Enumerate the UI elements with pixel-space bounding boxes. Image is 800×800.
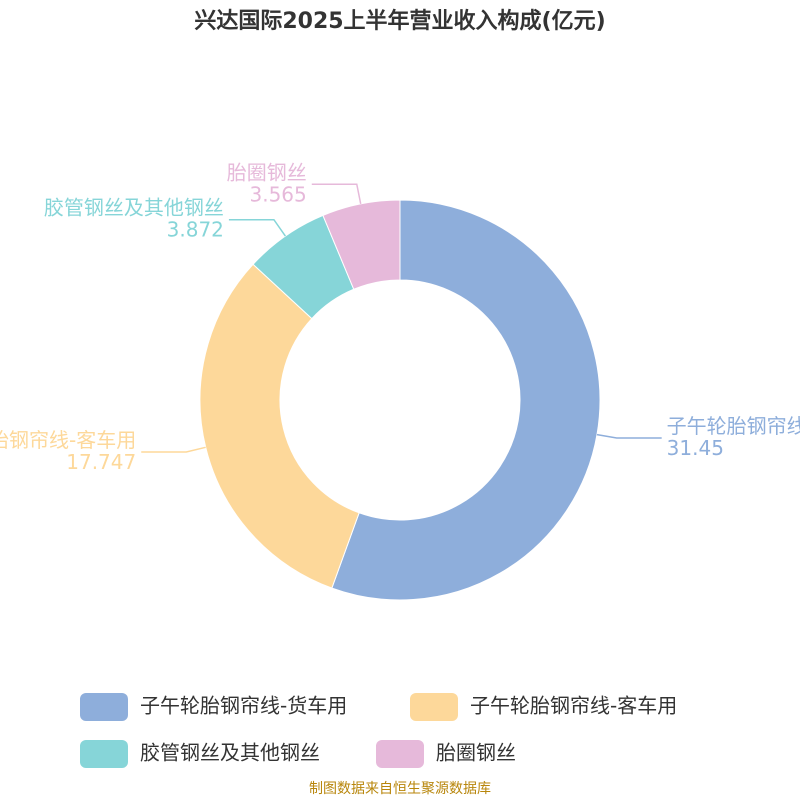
legend-label: 胶管钢丝及其他钢丝 xyxy=(140,741,320,765)
legend-label: 子午轮胎钢帘线-客车用 xyxy=(470,694,677,718)
legend-label: 胎圈钢丝 xyxy=(436,741,516,765)
donut-slice xyxy=(331,199,601,601)
slice-label: 子午轮胎钢帘线-货车用31.45 xyxy=(667,414,800,460)
slice-label-value: 31.45 xyxy=(667,436,724,460)
slice-label-name: 子午轮胎钢帘线-货车用 xyxy=(667,414,800,438)
slice-label-name: 胶管钢丝及其他钢丝 xyxy=(44,195,224,219)
legend-swatch xyxy=(376,740,424,768)
leader-line xyxy=(141,446,206,453)
slice-label: 胶管钢丝及其他钢丝 3.872 xyxy=(44,195,224,241)
chart-title: 兴达国际2025上半年营业收入构成(亿元) xyxy=(194,8,605,34)
legend-swatch xyxy=(410,693,458,721)
legend-swatch xyxy=(80,740,128,768)
leader-line xyxy=(228,218,286,237)
source-note: 制图数据来自恒生聚源数据库 xyxy=(309,781,491,797)
slice-label-name: 子午轮胎钢帘线-客车用 xyxy=(0,428,136,452)
slice-label-value: 3.565 xyxy=(250,182,307,206)
leader-line xyxy=(311,183,362,205)
slice-label-value: 3.872 xyxy=(167,217,224,241)
donut-slice xyxy=(322,199,401,290)
slice-label: 胎圈钢丝 3.565 xyxy=(227,160,307,206)
legend-label: 子午轮胎钢帘线-货车用 xyxy=(140,694,347,718)
slice-label-name: 胎圈钢丝 xyxy=(227,160,307,184)
donut-slice xyxy=(199,263,360,589)
slice-label-value: 17.747 xyxy=(66,450,136,474)
legend-swatch xyxy=(80,693,128,721)
leader-line xyxy=(596,433,662,439)
